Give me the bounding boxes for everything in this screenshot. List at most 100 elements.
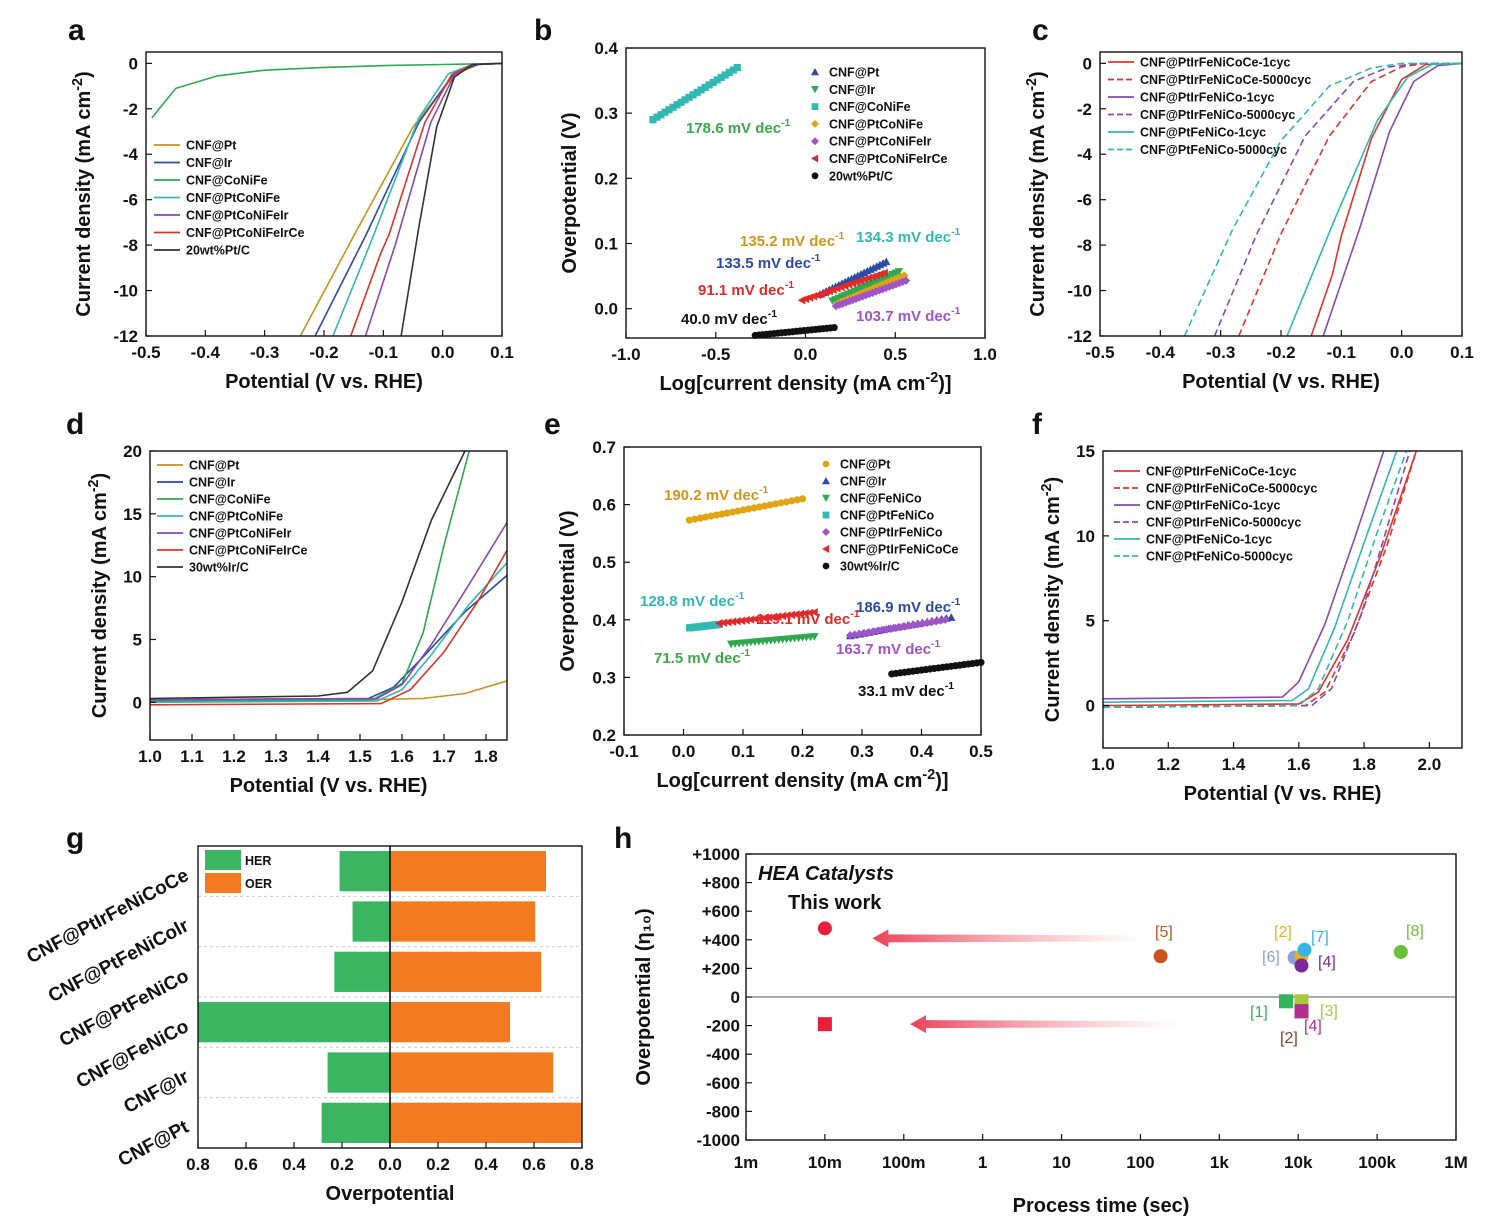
reference-label: [8]: [1406, 923, 1424, 940]
data-point: [755, 614, 764, 623]
x-tick-label: 100k: [1358, 1153, 1396, 1172]
data-point: [769, 612, 777, 622]
y-tick-label: +600: [702, 902, 740, 921]
data-point: [880, 268, 888, 278]
legend-label: CNF@PtIrFeNiCoCe-5000cyc: [1146, 482, 1317, 496]
x-tick-label: 100: [1126, 1153, 1154, 1172]
y-tick-label: -8: [1077, 236, 1092, 255]
data-point: [733, 63, 741, 72]
series-line: [150, 562, 507, 704]
legend-marker: [822, 562, 830, 570]
panel-label: h: [614, 822, 632, 855]
data-point: [742, 615, 750, 625]
data-point: [718, 510, 726, 518]
slope-annotation: 190.2 mV dec-1: [664, 484, 769, 504]
data-point: [721, 71, 729, 79]
legend-label: CNF@PtCoNiFeIr: [186, 209, 289, 223]
data-point: [766, 501, 774, 509]
reference-label: [5]: [1155, 924, 1173, 941]
legend-label: CNF@PtIrFeNiCoCe-1cyc: [1140, 56, 1290, 70]
x-axis-label: Overpotential: [326, 1183, 455, 1205]
data-point: [895, 278, 904, 288]
series-line: [150, 451, 466, 700]
oer-bar: [390, 1102, 582, 1143]
data-point: [941, 615, 950, 624]
y-tick-label: 0.1: [594, 235, 618, 254]
x-tick-label: 1.0: [1091, 755, 1115, 774]
data-point: [792, 610, 800, 619]
legend-marker: [811, 119, 819, 128]
category-label: CNF@Pt: [115, 1116, 193, 1171]
data-point: [715, 619, 723, 628]
data-point: [746, 615, 755, 624]
x-tick-label: 0.3: [850, 742, 874, 761]
reference-label: [2]: [1274, 924, 1292, 941]
series-line: [1213, 62, 1462, 336]
data-point: [868, 627, 877, 636]
y-axis-label: Overpotential (η₁₀): [633, 908, 655, 1085]
data-point: [882, 625, 891, 634]
series-line: [364, 62, 502, 336]
data-point: [918, 619, 927, 628]
data-point: [810, 608, 818, 617]
this-work-label: This work: [788, 892, 882, 914]
x-tick-label: 10k: [1284, 1153, 1313, 1172]
her-bar: [198, 1002, 390, 1043]
x-tick-label: 10: [1052, 1153, 1071, 1172]
legend-label: CNF@FeNiCo: [840, 492, 922, 506]
x-tick-label: 0.0: [1390, 343, 1414, 362]
legend-label: CNF@PtCoNiFe: [829, 117, 923, 131]
series-line: [151, 62, 502, 119]
legend-label: CNF@Ir: [186, 156, 232, 170]
data-point: [901, 276, 911, 285]
chart-title: HEA Catalysts: [758, 863, 894, 885]
series-line: [1103, 451, 1418, 707]
legend-label: CNF@PtFeNiCo-1cyc: [1140, 126, 1266, 140]
slope-annotation: 40.0 mV dec-1: [681, 308, 777, 328]
legend-label: CNF@PtCoNiFe: [189, 510, 283, 524]
x-axis-label: Process time (sec): [1013, 1195, 1190, 1217]
legend-label: CNF@PtFeNiCo: [840, 509, 934, 523]
panel-b: -1.0 -0.5 0.0 0.5 1.0 0.0 0.1 0.2 0.3 0.4 Log[curr…: [559, 39, 997, 395]
y-tick-label: -10: [113, 282, 138, 301]
her-bar: [321, 1102, 390, 1143]
legend-label: CNF@PtFeNiCo-5000cyc: [1140, 143, 1287, 157]
x-tick-label: 1.7: [432, 747, 456, 766]
legend-marker: [822, 494, 830, 502]
data-point: [661, 108, 669, 116]
legend-label: CNF@PtIrFeNiCo-5000cyc: [1140, 108, 1295, 122]
y-axis-label: Current density (mA cm-2): [1039, 477, 1064, 722]
x-tick-label: 10m: [808, 1153, 842, 1172]
data-point: [787, 610, 796, 620]
y-tick-label: 20: [123, 442, 142, 461]
data-point: [778, 611, 787, 621]
x-tick-label: 0.1: [490, 343, 514, 362]
legend-label: CNF@Ir: [840, 475, 886, 489]
y-tick-label: 0.7: [592, 438, 616, 457]
category-label: CNF@Ir: [120, 1066, 192, 1118]
panel-label: b: [534, 14, 552, 47]
legend-label: CNF@PtCoNiFeIr: [189, 527, 292, 541]
trend-arrow: [872, 929, 1147, 948]
data-point: [900, 271, 909, 280]
y-tick-label: 0.5: [592, 553, 616, 572]
x-tick-label: 1: [978, 1153, 987, 1172]
legend-label: CNF@PtCoNiFeIrCe: [186, 226, 304, 240]
slope-annotation: 91.1 mV dec-1: [698, 279, 794, 299]
data-point: [665, 106, 673, 114]
y-tick-label: -400: [706, 1045, 740, 1064]
data-point: [877, 625, 887, 635]
data-point: [817, 921, 832, 936]
x-tick-label: 0.0: [794, 345, 818, 364]
data-point: [777, 499, 785, 507]
data-point: [772, 500, 780, 508]
x-tick-label: -1.0: [611, 345, 640, 364]
legend-label: CNF@Ir: [829, 83, 875, 97]
y-tick-label: -600: [706, 1074, 740, 1093]
x-axis-label: Potential (V vs. RHE): [230, 775, 428, 797]
series-line: [150, 522, 507, 701]
reference-label: [3]: [1320, 1003, 1338, 1020]
legend-marker: [811, 103, 819, 110]
x-tick-label: -0.4: [1146, 343, 1176, 362]
x-tick-label: 0.0: [378, 1155, 402, 1174]
